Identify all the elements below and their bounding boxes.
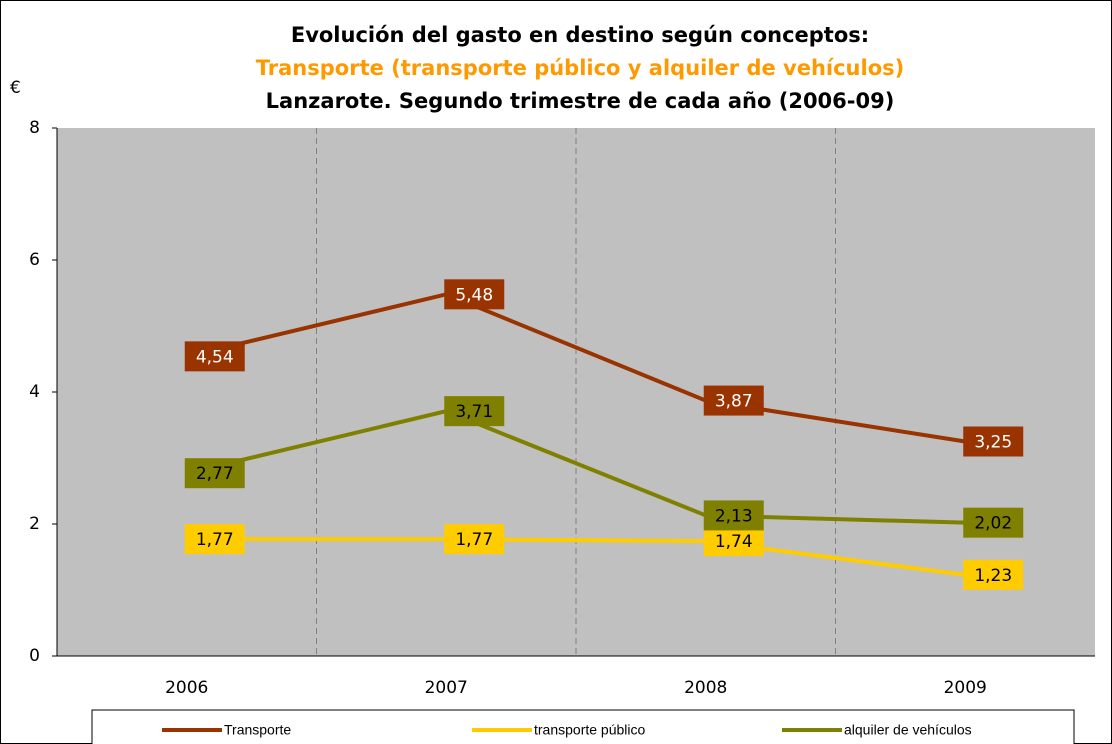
value-label: 1,74 [715, 532, 753, 552]
value-label-box [444, 396, 505, 427]
value-label-box [963, 507, 1024, 538]
value-label-box [444, 524, 505, 555]
value-label-box [703, 385, 764, 416]
value-label-box [444, 279, 505, 310]
value-label: 2,77 [196, 464, 234, 484]
legend-label: transporte público [534, 722, 646, 738]
value-label: 3,25 [974, 433, 1012, 453]
legend [91, 709, 1075, 744]
chart-subtitle: Transporte (transporte público y alquile… [256, 56, 904, 80]
value-label: 2,02 [974, 514, 1012, 534]
value-label-box [963, 426, 1024, 457]
chart-subtitle: Lanzarote. Segundo trimestre de cada año… [266, 89, 895, 113]
value-label: 5,48 [455, 285, 493, 305]
value-label: 1,23 [974, 566, 1012, 586]
value-label-box [184, 458, 245, 489]
value-label: 2,13 [715, 506, 753, 526]
legend-label: Transporte [224, 722, 291, 738]
y-tick-label: 4 [29, 382, 40, 402]
series-line [186, 292, 966, 444]
value-label: 1,77 [196, 530, 234, 550]
legend-label: alquiler de vehículos [844, 722, 972, 738]
value-label: 3,71 [455, 402, 493, 422]
value-label: 4,54 [196, 347, 234, 367]
x-tick-label: 2009 [944, 678, 987, 698]
value-label-box [184, 341, 245, 372]
value-label-box [703, 526, 764, 557]
value-label-box [184, 524, 245, 555]
series-line [186, 537, 966, 577]
y-tick-label: 6 [29, 250, 40, 270]
x-tick-label: 2008 [684, 678, 727, 698]
y-axis-label: € [10, 78, 21, 98]
value-label: 3,87 [715, 392, 753, 412]
y-tick-label: 8 [29, 118, 40, 138]
y-tick-label: 0 [29, 646, 40, 666]
x-tick-label: 2007 [425, 678, 468, 698]
value-label: 1,77 [455, 530, 493, 550]
y-tick-label: 2 [29, 514, 40, 534]
x-tick-label: 2006 [165, 678, 208, 698]
chart-title: Evolución del gasto en destino según con… [291, 23, 869, 47]
value-label-box [703, 500, 764, 531]
series-line [186, 409, 966, 525]
value-label-box [963, 559, 1024, 590]
